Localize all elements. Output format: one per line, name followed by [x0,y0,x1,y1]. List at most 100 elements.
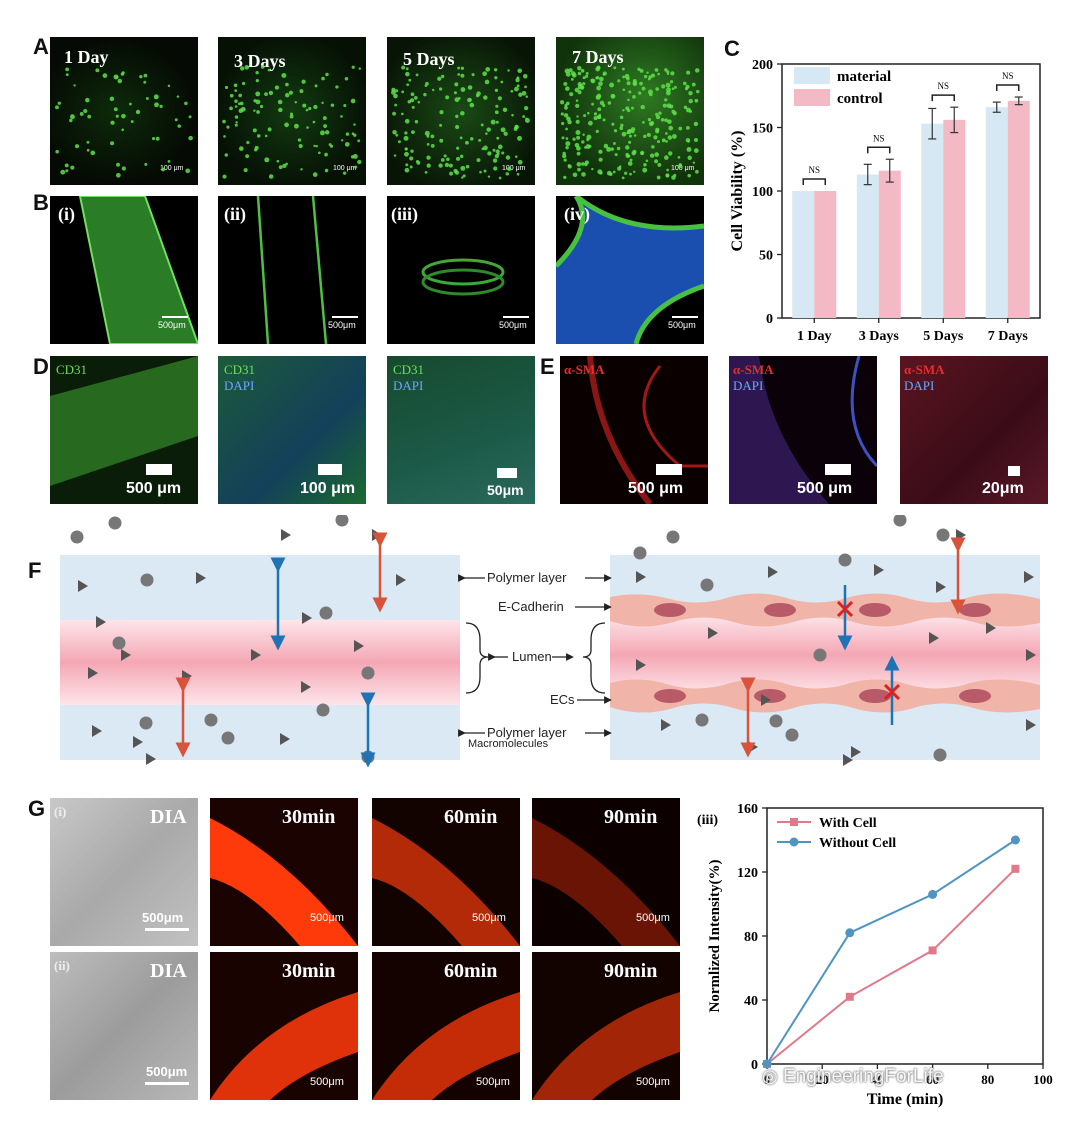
panel-b-image-1: (i) 500μm [50,196,198,344]
panel-letter-c: C [724,36,740,61]
panel-e-label-2b: DAPI [733,378,764,393]
panel-f-schematic: Polymer layer E-Cadherin Lumen ECs Polym… [60,515,1040,768]
panel-e-label-2a: α-SMA [733,362,774,377]
panel-d-scale-1: 500 μm [126,480,182,497]
left-polymer-bottom [60,705,460,760]
bar-control [1007,100,1030,318]
panel-g-time-2-30: 30min [282,960,336,982]
panel-g-scale-dia-1: 500μm [142,910,184,925]
panel-e-image-2: α-SMA DAPI 500 μm [729,356,877,504]
panel-b-image-3: (iii) 500μm [387,196,535,344]
panel-g-time-2-90: 90min [604,960,658,982]
panel-g-scale-90-2: 500μm [636,1076,670,1088]
panel-g-scale-30-2: 500μm [310,1076,344,1088]
panel-letter-f: F [28,558,42,583]
x-tick-label: 0 [764,1072,771,1087]
panel-b-scale-2: 500μm [328,320,356,330]
panel-g-90min-2: 90min 500μm [532,952,680,1100]
panel-d-image-2: CD31 DAPI 100 μm [218,356,366,504]
panel-b-scale-1: 500μm [158,320,186,330]
significance-bracket [802,178,826,185]
legend-label-0: With Cell [819,816,877,831]
panel-b-vessel-2 [256,196,328,344]
series-line-1 [766,839,1016,1065]
panel-letter-e: E [540,354,555,379]
panel-g-scale-60-2: 500μm [476,1076,510,1088]
panel-d-image-1: CD31 500 μm [50,356,198,504]
legend-marker-0 [790,818,798,826]
panel-d-label-1a: CD31 [56,362,88,377]
y-tick-label: 160 [737,802,758,817]
label-lumen: Lumen [512,649,552,664]
wechat-icon: ◎ [762,1066,778,1086]
panel-g-dia-2: (ii) DIA 500μm [50,952,198,1100]
y-tick-label: 100 [752,185,773,200]
panel-g-30min-1: 30min 500μm [210,798,358,946]
bar-material [985,107,1008,319]
panel-g-time-1-60: 60min [444,806,498,828]
x-tick-label: 7 Days [988,329,1029,344]
marker-with-cell [845,992,854,1001]
panel-g-time-1-90: 90min [604,806,658,828]
panel-g-90min-1: 90min 500μm [532,798,680,946]
panel-a-label-3: 5 Days [403,49,455,69]
panel-b-label-1: (i) [58,204,75,224]
panel-a-label-4: 7 Days [572,47,624,67]
legend-label-material: material [837,69,891,85]
x-tick-label: 5 Days [923,329,964,344]
legend-swatch-control [794,89,830,106]
panel-b-label-4: (iv) [564,204,590,224]
panel-b-vessel-1 [78,196,198,344]
bar-material [921,123,944,318]
x-tick-label: 3 Days [859,329,900,344]
bar-control [943,119,966,318]
panel-b-image-4: (iv) 500μm [556,196,704,344]
intensity-line-chart: (iii) 0 40 80 120 160 0 20 40 60 80 100 Normlized In… [697,802,1053,1108]
legend-label-control: control [837,91,883,107]
x-tick-label: 20 [816,1072,829,1087]
x-tick-label: 60 [926,1072,939,1087]
panel-e-scale-1: 500 μm [628,480,684,497]
watermark-text: EngineeringForLife [783,1066,944,1087]
panel-g-scale-90-1: 500μm [636,912,670,924]
series-line-0 [766,868,1017,1065]
significance-bracket [867,146,891,154]
legend-marker-1 [789,837,799,847]
panel-letter-b: B [33,190,49,215]
marker-with-cell [928,946,937,955]
label-polymer-top: Polymer layer [487,570,567,585]
significance-label: NS [1002,71,1014,81]
panel-letter-d: D [33,354,49,379]
panel-d-scale-2: 100 μm [300,480,356,497]
left-lumen [60,620,460,705]
cell-viability-bar-chart: 0 50 100 150 200 Cell Viability (%) NS 1 Day NS 3… [729,58,1041,344]
marker-without-cell [762,1059,772,1069]
bar-control [878,170,901,318]
bar-material [792,191,815,318]
y-axis-label: Cell Viability (%) [729,131,746,252]
panel-a-scale-2: 100 μm [333,165,357,172]
panel-b-branch [556,196,704,344]
left-polymer-top [60,555,460,620]
panel-letter-g: G [28,796,46,821]
panel-g-30min-2: 30min 500μm [210,952,358,1100]
significance-label: NS [937,81,949,91]
panel-g-60min-2: 60min 500μm [372,952,520,1100]
significance-bracket [996,84,1020,92]
y-tick-label: 80 [744,930,758,945]
panel-g-chart-label: (iii) [697,813,718,828]
panel-g-time-1-30: 30min [282,806,336,828]
panel-e-label-3a: α-SMA [904,362,945,377]
x-tick-label: 1 Day [797,329,832,344]
significance-label: NS [873,133,885,143]
y-tick-label: 0 [751,1058,758,1073]
panel-d-scale-3: 50μm [487,482,524,498]
panel-e-label-3b: DAPI [904,378,935,393]
x-tick-label: 40 [871,1072,884,1087]
panel-g-dia-label-2: DIA [150,960,187,982]
panel-g-dia-label-1: DIA [150,806,187,828]
panel-a-image-2: 3 Days 100 μm [218,37,366,185]
x-axis-label: Time (min) [867,1091,944,1108]
y-tick-label: 0 [766,312,773,327]
